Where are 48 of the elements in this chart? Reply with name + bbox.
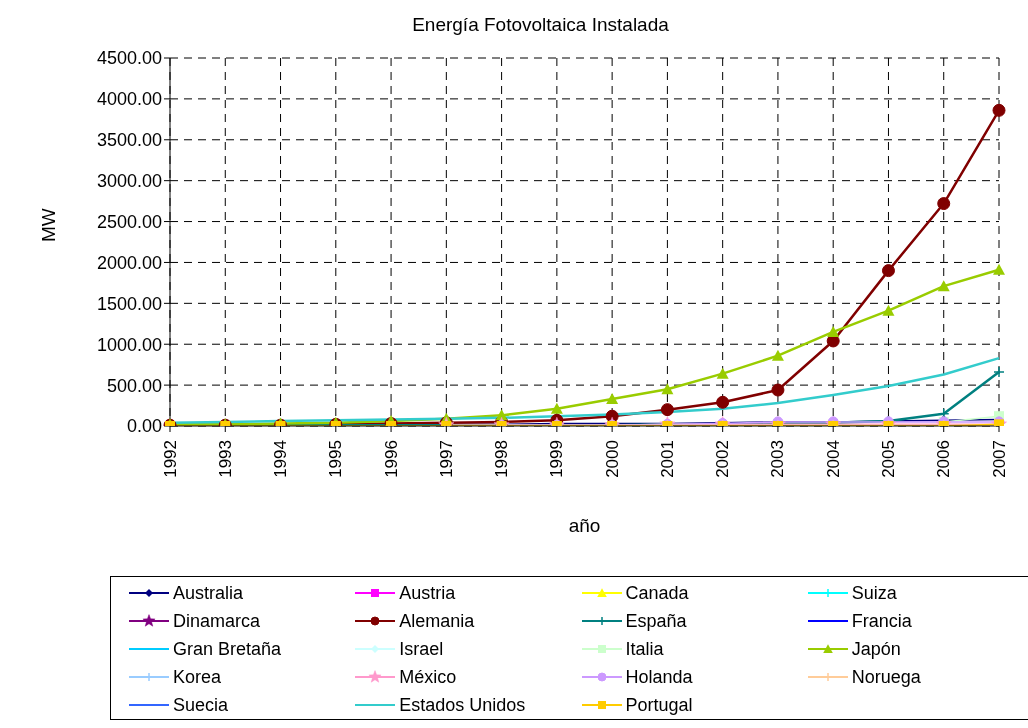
y-tick-label: 2500.00 — [96, 211, 162, 232]
legend-label: Australia — [173, 582, 244, 604]
legend-label: Korea — [173, 666, 222, 688]
legend-label: Japón — [851, 638, 901, 660]
x-tick-label: 2000 — [602, 440, 622, 478]
y-tick-label: 3500.00 — [96, 130, 162, 151]
y-axis-title: MW — [37, 208, 59, 242]
legend-label: México — [399, 666, 457, 688]
legend-label: Suecia — [173, 694, 229, 716]
legend-label: Gran Bretaña — [173, 638, 282, 660]
x-tick-label: 2003 — [768, 440, 788, 478]
x-tick-label: 1992 — [160, 440, 180, 478]
x-tick-label: 1993 — [215, 440, 235, 478]
y-tick-label: 500.00 — [106, 375, 162, 396]
legend-label: Dinamarca — [173, 610, 261, 632]
legend-label: Israel — [399, 638, 444, 660]
legend-label: Estados Unidos — [399, 694, 526, 716]
legend-label: Francia — [851, 610, 912, 632]
y-tick-label: 4000.00 — [96, 89, 162, 110]
x-tick-label: 1999 — [547, 440, 567, 478]
legend-label: Portugal — [625, 694, 693, 716]
x-tick-label: 1996 — [381, 440, 401, 478]
x-tick-label: 2002 — [713, 440, 733, 478]
x-tick-label: 2005 — [878, 440, 898, 478]
x-tick-label: 1997 — [436, 440, 456, 478]
legend-label: Noruega — [851, 666, 921, 688]
legend-label: Italia — [625, 638, 664, 660]
x-axis-title: año — [568, 515, 601, 536]
x-tick-label: 2004 — [823, 440, 843, 478]
legend-label: Austria — [399, 582, 456, 604]
legend-label: España — [625, 610, 687, 632]
x-tick-label: 2006 — [934, 440, 954, 478]
x-tick-label: 1998 — [492, 440, 512, 478]
legend-label: Holanda — [625, 666, 693, 688]
x-tick-label: 2001 — [657, 440, 677, 478]
legend-label: Alemania — [399, 610, 475, 632]
y-tick-label: 3000.00 — [96, 171, 162, 192]
y-tick-label: 4500.00 — [96, 48, 162, 69]
x-tick-label: 2007 — [989, 440, 1009, 478]
y-tick-label: 1500.00 — [96, 293, 162, 314]
legend-label: Canada — [625, 582, 689, 604]
x-tick-label: 1995 — [326, 440, 346, 478]
y-tick-label: 1000.00 — [96, 334, 162, 355]
x-tick-label: 1994 — [271, 440, 291, 478]
chart-title: Energía Fotovoltaica Instalada — [411, 13, 670, 37]
y-tick-label: 2000.00 — [96, 252, 162, 273]
y-tick-label: 0.00 — [126, 416, 162, 437]
legend-label: Suiza — [851, 582, 897, 604]
